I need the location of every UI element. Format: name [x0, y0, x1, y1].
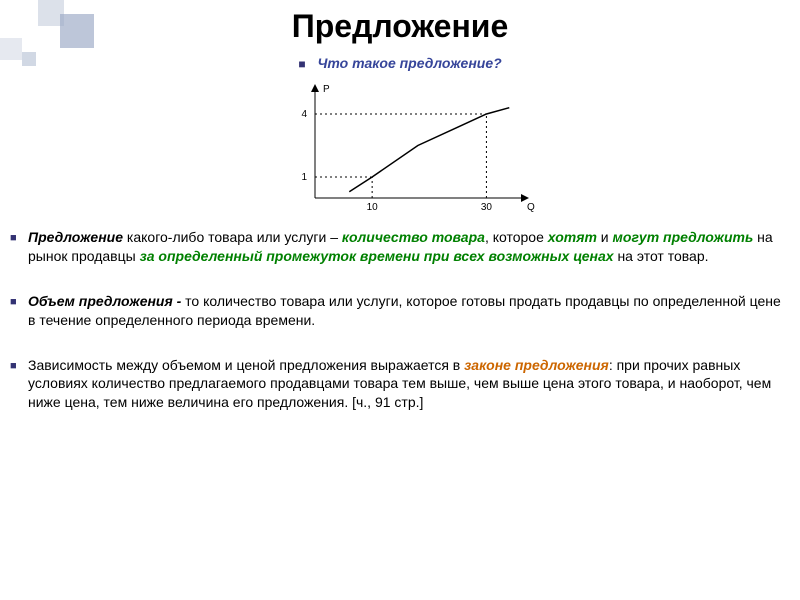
subtitle: ■ Что такое предложение?	[0, 55, 800, 71]
paragraph-text: Зависимость между объемом и ценой предло…	[28, 356, 790, 413]
paragraph-text: Предложение какого-либо товара или услуг…	[28, 228, 790, 266]
slide: Предложение ■ Что такое предложение? P Q 1…	[0, 0, 800, 600]
svg-text:1: 1	[301, 172, 307, 183]
svg-text:30: 30	[481, 202, 493, 213]
supply-chart: P Q 1 4 10 30	[265, 78, 535, 218]
list-item: ■ Объем предложения - то количество това…	[10, 292, 790, 330]
bullet-icon: ■	[10, 292, 28, 330]
list-item: ■ Зависимость между объемом и ценой пред…	[10, 356, 790, 413]
body-text: ■ Предложение какого-либо товара или усл…	[10, 228, 790, 438]
bullet-icon: ■	[10, 356, 28, 413]
svg-text:10: 10	[367, 202, 379, 213]
svg-text:Q: Q	[527, 202, 535, 213]
page-title: Предложение	[0, 8, 800, 45]
svg-text:4: 4	[301, 109, 307, 120]
bullet-icon: ■	[298, 57, 305, 71]
paragraph-text: Объем предложения - то количество товара…	[28, 292, 790, 330]
bullet-icon: ■	[10, 228, 28, 266]
subtitle-text: Что такое предложение?	[317, 55, 501, 71]
list-item: ■ Предложение какого-либо товара или усл…	[10, 228, 790, 266]
svg-text:P: P	[323, 84, 330, 95]
